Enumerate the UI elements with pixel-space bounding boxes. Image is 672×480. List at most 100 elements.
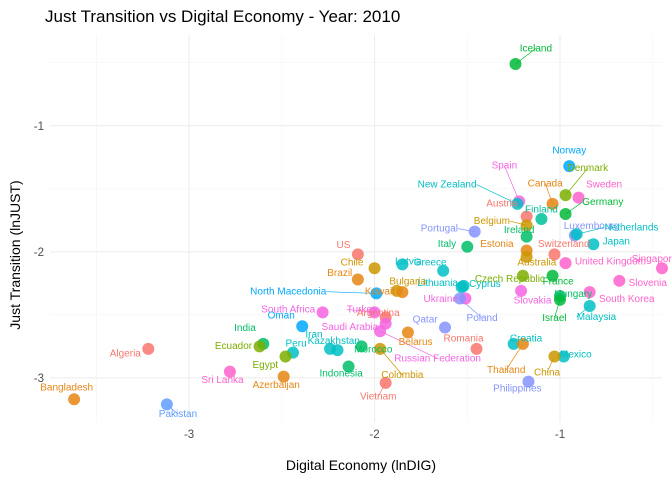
point-label: Poland (467, 313, 498, 324)
data-point (401, 326, 414, 339)
point-label: China (534, 367, 561, 378)
point-label: Thailand (487, 365, 525, 376)
y-tick-label: -1 (34, 121, 44, 133)
point-label: Slovakia (514, 296, 552, 307)
point-label: Ireland (504, 225, 535, 236)
point-label: Iran (305, 330, 322, 341)
data-points (68, 57, 668, 411)
data-point (368, 306, 381, 319)
point-label: Brazil (327, 268, 352, 279)
data-point (342, 360, 355, 373)
label-connector (504, 165, 520, 202)
data-point (507, 337, 520, 350)
point-label: Singapore (632, 254, 672, 265)
data-point (279, 350, 292, 363)
point-label: Peru (286, 338, 307, 349)
axis-ticks: -3 -2 -1 -3 -2 -1 (34, 121, 565, 441)
point-label: Switzerland (538, 239, 590, 250)
point-label: Luxembourg (564, 221, 620, 232)
point-label: Slovenia (629, 278, 668, 289)
point-label: Latvia (395, 256, 422, 267)
data-point (546, 269, 559, 282)
data-point (559, 257, 572, 270)
data-point (587, 238, 600, 251)
y-tick-label: -2 (34, 247, 44, 259)
data-point (563, 160, 576, 173)
point-label: South Korea (599, 294, 655, 305)
x-axis-title: Digital Economy (lnDIG) (286, 457, 436, 473)
point-label: Kazakhstan (308, 336, 360, 347)
data-point (461, 240, 474, 253)
point-label: North Macedonia (250, 287, 327, 298)
point-label: Chile (341, 258, 364, 269)
data-point (468, 225, 481, 238)
data-point (396, 258, 409, 271)
point-label: Sweden (586, 180, 622, 191)
point-label: Pakistan (159, 409, 197, 420)
data-point (368, 262, 381, 275)
point-label: Spain (492, 161, 518, 172)
data-point (374, 325, 387, 338)
point-label: Sri Lanka (201, 375, 244, 386)
point-label: Israel (542, 313, 566, 324)
point-label: Finland (525, 205, 558, 216)
point-label: Lithuania (417, 278, 458, 289)
data-point (548, 350, 561, 363)
point-label: Russian Federation (394, 353, 481, 364)
point-label: Cyprus (469, 279, 501, 290)
point-label: Morocco (354, 345, 393, 356)
label-connectors (166, 48, 605, 415)
point-label: Belarus (399, 337, 433, 348)
point-label: Czech Republic (475, 274, 545, 285)
data-point (583, 300, 596, 313)
x-tick-label: -1 (555, 429, 565, 441)
x-tick-label: -3 (184, 429, 194, 441)
point-label: Mexico (560, 350, 592, 361)
point-label: Belgium (474, 216, 510, 227)
point-label: US (337, 240, 351, 251)
data-point (370, 287, 383, 300)
point-label: Malaysia (577, 312, 617, 323)
data-point (535, 213, 548, 226)
data-point (520, 250, 533, 263)
point-label: Australia (517, 258, 556, 269)
point-label: France (543, 277, 575, 288)
data-point (296, 320, 309, 333)
point-label: Argentina (357, 308, 400, 319)
data-point (520, 230, 533, 243)
point-label: Turkey (347, 304, 377, 315)
data-point (439, 321, 452, 334)
point-label: Philippines (493, 384, 541, 395)
point-label: Colombia (381, 370, 424, 381)
data-point (470, 342, 483, 355)
point-label: Canada (528, 178, 563, 189)
data-point (160, 398, 173, 411)
point-label: India (234, 323, 256, 334)
point-label: Austria (486, 198, 518, 209)
point-label: Indonesia (319, 369, 363, 380)
point-label: Croatia (510, 333, 543, 344)
label-connector (476, 184, 518, 205)
data-point (379, 376, 392, 389)
point-label: Greece (414, 258, 447, 269)
data-point (656, 262, 668, 275)
point-label: Iceland (520, 43, 552, 54)
point-label: Kuwait (365, 287, 395, 298)
data-point (559, 189, 572, 202)
point-label: Algeria (110, 348, 142, 359)
label-connector (379, 330, 438, 359)
point-label: Portugal (421, 224, 458, 235)
point-label: Germany (582, 197, 623, 208)
data-point (316, 306, 329, 319)
point-label: South Africa (261, 304, 315, 315)
point-label: Bangladesh (40, 382, 93, 393)
point-label: New Zealand (418, 180, 477, 191)
data-point (515, 284, 528, 297)
point-label: Japan (603, 236, 630, 247)
data-point (546, 197, 559, 210)
data-point (437, 264, 450, 277)
point-label: Italy (438, 239, 456, 250)
data-point (520, 210, 533, 223)
point-label: Norway (552, 145, 586, 156)
